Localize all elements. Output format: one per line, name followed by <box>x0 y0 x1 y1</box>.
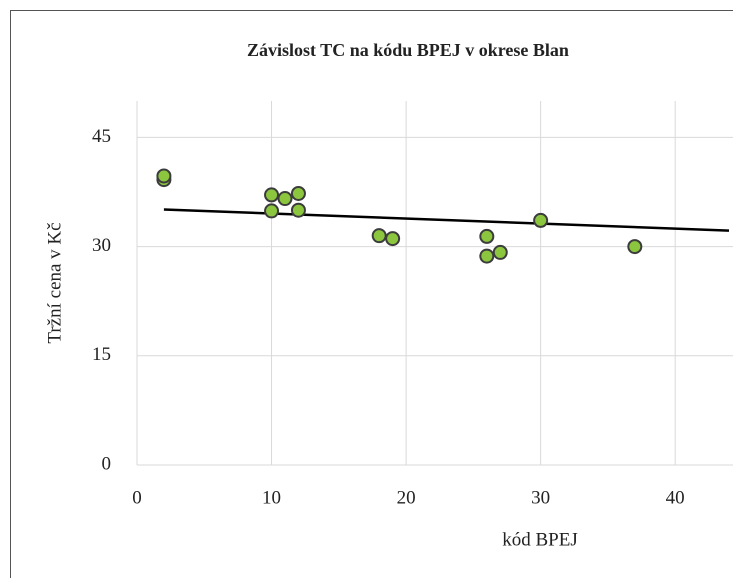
x-tick-label: 20 <box>397 487 416 508</box>
point <box>386 232 399 245</box>
point <box>292 187 305 200</box>
x-tick-label: 30 <box>531 487 550 508</box>
point <box>494 246 507 259</box>
chart-title: Závislost TC na kódu BPEJ v okrese Blan <box>247 40 569 60</box>
chart-border <box>11 11 733 579</box>
point <box>628 240 641 253</box>
point <box>265 204 278 217</box>
x-tick-label: 10 <box>262 487 281 508</box>
point <box>534 214 547 227</box>
point <box>157 169 170 182</box>
point <box>480 250 493 263</box>
point <box>265 188 278 201</box>
y-tick-label: 45 <box>92 126 111 147</box>
y-tick-label: 30 <box>92 235 111 256</box>
point <box>279 192 292 205</box>
y-tick-label: 0 <box>102 453 112 474</box>
x-tick-label: 0 <box>132 487 142 508</box>
y-tick-label: 15 <box>92 344 111 365</box>
x-tick-label: 40 <box>666 487 685 508</box>
x-axis-label: kód BPEJ <box>502 529 578 550</box>
point <box>373 229 386 242</box>
y-axis-label: Tržní cena v Kč <box>44 222 65 343</box>
point <box>480 230 493 243</box>
point <box>292 204 305 217</box>
